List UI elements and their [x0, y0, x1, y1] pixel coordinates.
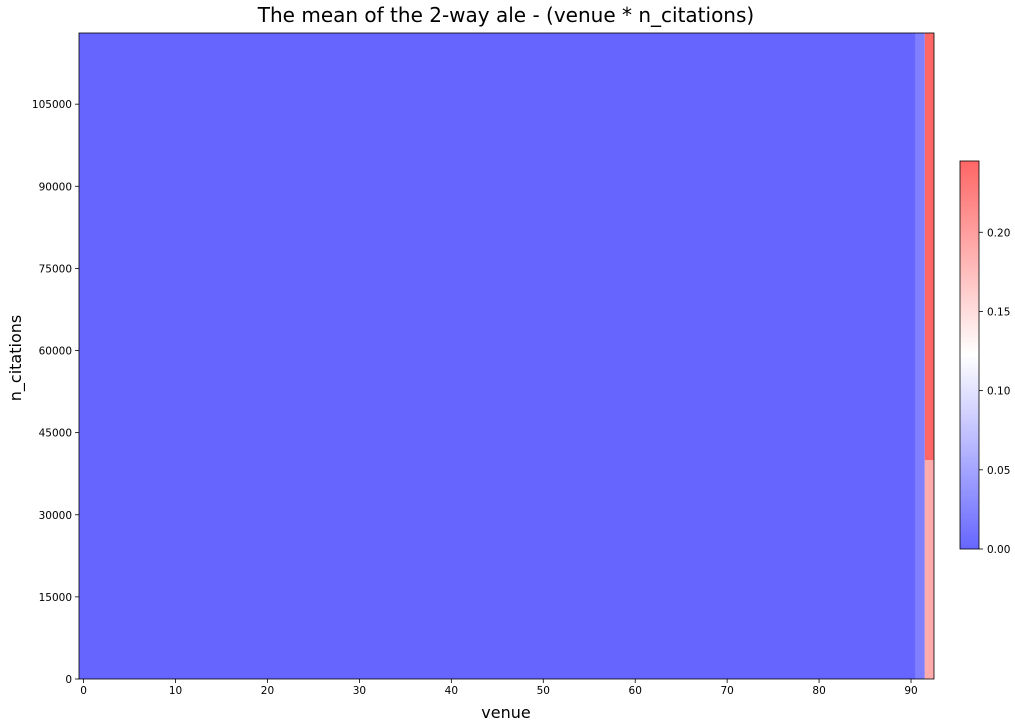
x-axis-label: venue [481, 703, 530, 722]
colorbar-tick-label: 0.15 [987, 306, 1010, 318]
x-tick-label: 0 [80, 685, 87, 697]
x-tick-label: 70 [720, 685, 733, 697]
y-tick-label: 75000 [39, 263, 72, 275]
colorbar-tick-label: 0.05 [987, 465, 1010, 477]
chart-title: The mean of the 2-way ale - (venue * n_c… [257, 3, 754, 27]
y-tick-label: 30000 [39, 510, 72, 522]
heatmap-cell [79, 33, 916, 679]
y-tick-label: 45000 [39, 428, 72, 440]
x-tick-label: 20 [261, 685, 274, 697]
x-axis: 0 10 20 30 40 50 60 70 80 90 [80, 679, 918, 697]
heatmap-cell [924, 460, 934, 679]
colorbar: 0.00 0.05 0.10 0.15 0.20 [959, 160, 1010, 556]
x-tick-label: 10 [169, 685, 182, 697]
plot-frame [78, 32, 935, 680]
x-tick-label: 50 [537, 685, 550, 697]
x-tick-label: 40 [445, 685, 458, 697]
x-tick-label: 80 [812, 685, 825, 697]
y-tick-label: 90000 [39, 181, 72, 193]
y-tick-label: 60000 [39, 346, 72, 358]
y-axis-label: n_citations [6, 315, 26, 401]
y-tick-label: 105000 [32, 99, 72, 111]
plot-area [78, 32, 935, 680]
colorbar-tick-label: 0.20 [987, 227, 1010, 239]
x-tick-label: 30 [353, 685, 366, 697]
x-tick-label: 90 [904, 685, 917, 697]
y-tick-label: 15000 [39, 592, 72, 604]
heatmap-cell [924, 33, 934, 461]
colorbar-gradient [959, 160, 980, 550]
colorbar-tick-label: 0.10 [987, 386, 1010, 398]
y-tick-label: 0 [65, 674, 72, 686]
heatmap-cell [915, 33, 925, 679]
y-axis: 0 15000 30000 45000 60000 75000 90000 105000 [32, 99, 79, 686]
x-tick-label: 60 [629, 685, 642, 697]
colorbar-tick-label: 0.00 [987, 544, 1010, 556]
